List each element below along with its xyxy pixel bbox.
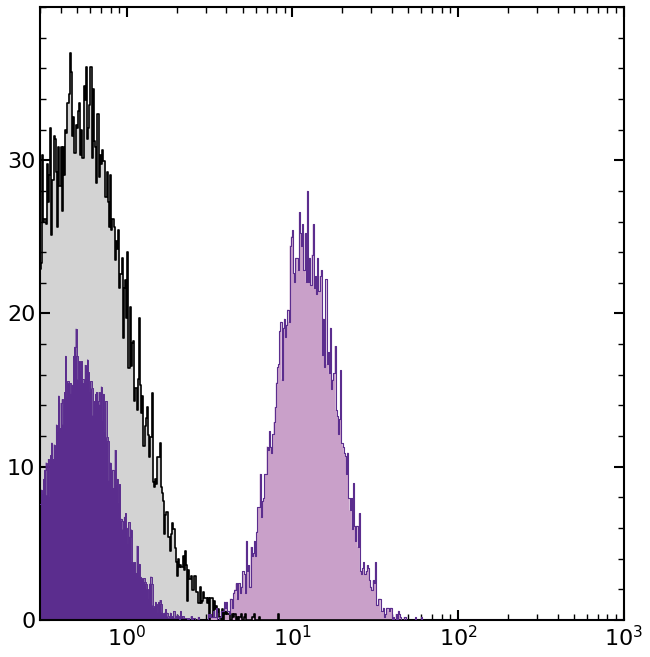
Polygon shape (35, 191, 623, 620)
Polygon shape (35, 53, 623, 620)
Polygon shape (35, 328, 623, 620)
